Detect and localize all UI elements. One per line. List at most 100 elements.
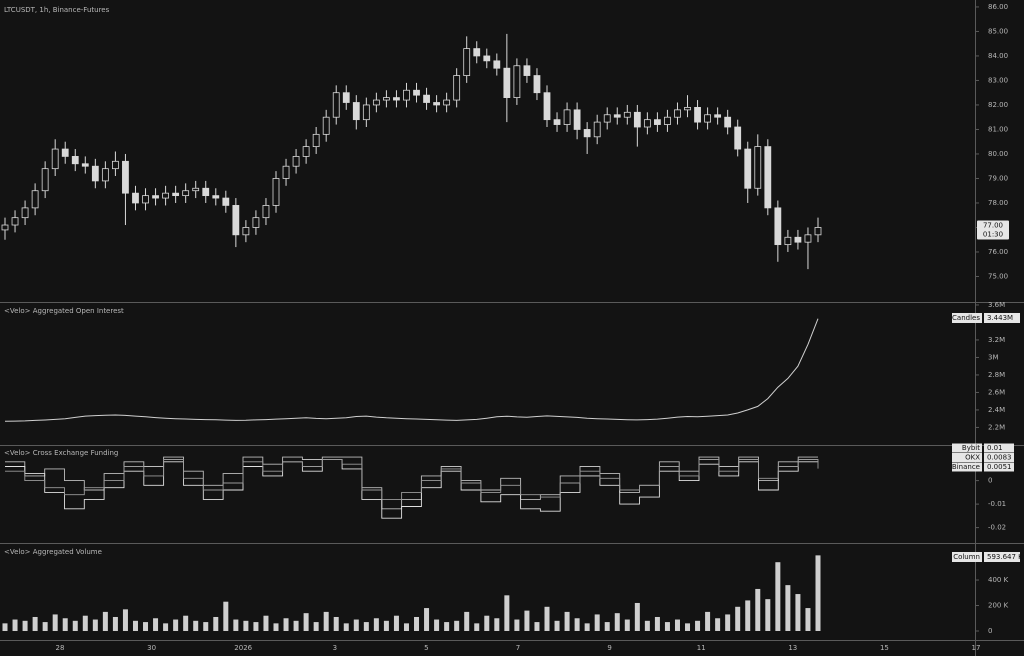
volume-bar xyxy=(112,616,118,631)
volume-bar xyxy=(303,613,309,631)
volume-bar xyxy=(343,623,349,631)
candle-body xyxy=(603,114,611,123)
volume-bar xyxy=(193,620,199,631)
pane-title: LTCUSDT, 1h, Binance-Futures xyxy=(4,6,110,14)
volume-bar xyxy=(504,595,510,631)
y-tick-label: 0 xyxy=(988,477,992,485)
candle-body xyxy=(1,224,9,231)
volume-bar xyxy=(584,623,590,631)
candle-body xyxy=(443,99,451,106)
x-tick-label: 5 xyxy=(424,644,428,652)
legend-value: 0.01 xyxy=(987,444,1003,452)
candle-body xyxy=(704,114,711,123)
volume-bar xyxy=(233,619,239,631)
candle-body xyxy=(664,116,671,125)
candle-body xyxy=(563,109,571,125)
volume-bar xyxy=(283,618,289,631)
volume-bar xyxy=(333,616,339,631)
candle-body xyxy=(463,48,471,76)
volume-bar xyxy=(574,618,580,631)
volume-bar xyxy=(373,618,379,631)
volume-bar xyxy=(42,622,48,631)
candle-body xyxy=(483,55,491,62)
y-tick-label: 81.00 xyxy=(988,125,1008,133)
volume-bar xyxy=(725,614,731,631)
y-tick-label: 76.00 xyxy=(988,248,1008,256)
volume-bar xyxy=(263,615,269,631)
volume-bar xyxy=(795,594,801,631)
pane-title: <Velo> Aggregated Volume xyxy=(4,548,102,556)
candle-body xyxy=(192,187,200,192)
candle-body xyxy=(101,168,109,182)
candle-body xyxy=(453,75,461,101)
y-tick-label: 78.00 xyxy=(988,199,1008,207)
candle-body xyxy=(332,92,340,118)
last-name-box xyxy=(952,552,982,562)
candle-body xyxy=(152,195,159,199)
y-tick-label: 2.4M xyxy=(988,406,1005,414)
volume-bar xyxy=(644,620,650,631)
volume-bar xyxy=(624,619,630,631)
candle-body xyxy=(583,129,591,138)
y-tick-label: 80.00 xyxy=(988,150,1008,158)
candle-body xyxy=(633,111,641,128)
volume-bar xyxy=(474,623,480,631)
candle-body xyxy=(112,160,119,170)
candle-body xyxy=(814,227,822,236)
candle-body xyxy=(694,107,701,123)
volume-bar xyxy=(12,619,18,631)
candle-body xyxy=(383,97,390,101)
candle-body xyxy=(312,133,320,148)
candle-body xyxy=(674,109,681,118)
volume-bar xyxy=(564,611,570,631)
y-tick-label: 400 K xyxy=(988,576,1009,584)
last-name-box xyxy=(952,313,982,323)
candle-body xyxy=(513,65,521,99)
volume-bar xyxy=(654,616,660,631)
candle-body xyxy=(202,187,210,197)
volume-bar xyxy=(805,608,811,631)
countdown-label: 01:30 xyxy=(983,230,1003,238)
candle-body xyxy=(342,92,350,103)
candle-body xyxy=(573,109,581,130)
candle-body xyxy=(232,205,240,236)
volume-bar xyxy=(82,615,88,631)
candle-body xyxy=(393,97,400,101)
volume-bar xyxy=(92,619,98,631)
candle-body xyxy=(41,168,49,192)
candle-body xyxy=(553,119,561,125)
volume-bar xyxy=(674,619,680,631)
candle-body xyxy=(523,65,531,76)
y-tick-label: 85.00 xyxy=(988,27,1008,35)
legend-value-box xyxy=(984,443,1014,453)
x-tick-label: 17 xyxy=(972,644,981,652)
candle-body xyxy=(774,207,782,246)
pane-title: <Velo> Aggregated Open Interest xyxy=(4,307,124,315)
candle-body xyxy=(21,207,29,219)
candle-body xyxy=(613,114,621,118)
volume-bar xyxy=(785,585,791,631)
legend-name: Binance xyxy=(952,463,980,471)
volume-bar xyxy=(685,623,691,631)
volume-bar xyxy=(775,562,781,631)
candle-body xyxy=(784,236,792,246)
volume-bar xyxy=(494,618,500,631)
x-tick-label: 2026 xyxy=(234,644,252,652)
y-tick-label: 2.6M xyxy=(988,388,1005,396)
candle-body xyxy=(403,89,410,101)
candle-body xyxy=(172,192,180,197)
volume-bar xyxy=(183,615,189,631)
volume-bar xyxy=(293,620,299,631)
candle-body xyxy=(744,148,752,189)
candle-body xyxy=(91,165,99,182)
candle-body xyxy=(684,107,691,111)
legend-name: Bybit xyxy=(962,444,980,452)
y-tick-label: 0 xyxy=(988,627,992,635)
candle-body xyxy=(433,102,440,106)
volume-bar xyxy=(514,619,520,631)
volume-bar xyxy=(52,614,58,631)
candle-body xyxy=(322,116,330,135)
candle-body xyxy=(212,195,220,199)
y-tick-label: 75.00 xyxy=(988,272,1008,280)
